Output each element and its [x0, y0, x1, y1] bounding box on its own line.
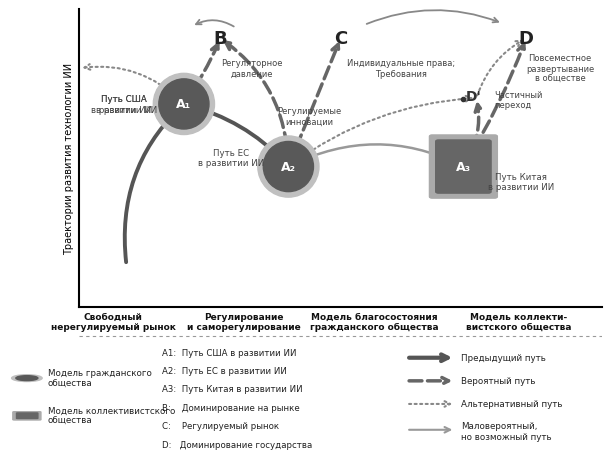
Text: D: D	[519, 30, 533, 48]
Text: Вероятный путь: Вероятный путь	[461, 377, 536, 386]
Text: A3:  Путь Китая в развитии ИИ: A3: Путь Китая в развитии ИИ	[162, 385, 302, 394]
Text: Модель коллективистского
общества: Модель коллективистского общества	[48, 406, 175, 426]
Text: Частичный
переход: Частичный переход	[495, 90, 543, 110]
Text: A1:  Путь США в развитии ИИ: A1: Путь США в развитии ИИ	[162, 348, 296, 357]
Text: C: C	[334, 30, 347, 48]
Text: Свободный
нерегулируемый рынок: Свободный нерегулируемый рынок	[51, 312, 176, 331]
FancyBboxPatch shape	[13, 412, 41, 420]
FancyBboxPatch shape	[430, 136, 497, 198]
Text: Альтернативный путь: Альтернативный путь	[461, 400, 563, 408]
Text: Путь ЕС
в развитии ИИ: Путь ЕС в развитии ИИ	[198, 149, 264, 168]
Text: Модель коллекти-
вистского общества: Модель коллекти- вистского общества	[466, 312, 571, 331]
Text: Предыдущий путь: Предыдущий путь	[461, 354, 546, 362]
Text: D': D'	[466, 90, 482, 104]
Circle shape	[16, 376, 38, 381]
Text: B:    Доминирование на рынке: B: Доминирование на рынке	[162, 403, 299, 412]
Text: B: B	[214, 30, 227, 48]
Ellipse shape	[159, 79, 209, 130]
Text: Модель гражданского
общества: Модель гражданского общества	[48, 368, 152, 388]
Ellipse shape	[153, 74, 214, 135]
Text: Путь США
в развитии ИИ: Путь США в развитии ИИ	[90, 95, 157, 114]
Ellipse shape	[263, 142, 313, 192]
Text: C:    Регулируемый рынок: C: Регулируемый рынок	[162, 421, 279, 430]
FancyBboxPatch shape	[436, 141, 491, 194]
Text: Путь Китая
в развитии ИИ: Путь Китая в развитии ИИ	[488, 172, 554, 192]
Text: Индивидуальные права;
Требования: Индивидуальные права; Требования	[346, 60, 455, 79]
Text: Регулируемые
инновации: Регулируемые инновации	[277, 107, 342, 126]
Circle shape	[12, 375, 42, 382]
Y-axis label: Траектории развития технологии ИИ: Траектории развития технологии ИИ	[64, 62, 74, 254]
Text: Регуляторное
давление: Регуляторное давление	[221, 60, 282, 79]
FancyBboxPatch shape	[16, 413, 38, 418]
Text: Повсеместное
развертывание
в обществе: Повсеместное развертывание в обществе	[526, 54, 594, 84]
Text: A₃: A₃	[456, 161, 471, 174]
Text: D:   Доминирование государства: D: Доминирование государства	[162, 440, 312, 448]
Text: Путь США
в рвитии ИИ: Путь США в рвитии ИИ	[96, 95, 152, 114]
Text: A2:  Путь ЕС в развитии ИИ: A2: Путь ЕС в развитии ИИ	[162, 367, 287, 376]
Text: Модель благосостояния
гражданского общества: Модель благосостояния гражданского общес…	[310, 312, 439, 331]
Text: A₂: A₂	[281, 161, 296, 174]
Text: Регулирование
и саморегулирование: Регулирование и саморегулирование	[187, 312, 301, 331]
Text: A₁: A₁	[177, 98, 191, 111]
Ellipse shape	[258, 137, 319, 198]
Text: Маловероятный,
но возможный путь: Маловероятный, но возможный путь	[461, 422, 552, 441]
